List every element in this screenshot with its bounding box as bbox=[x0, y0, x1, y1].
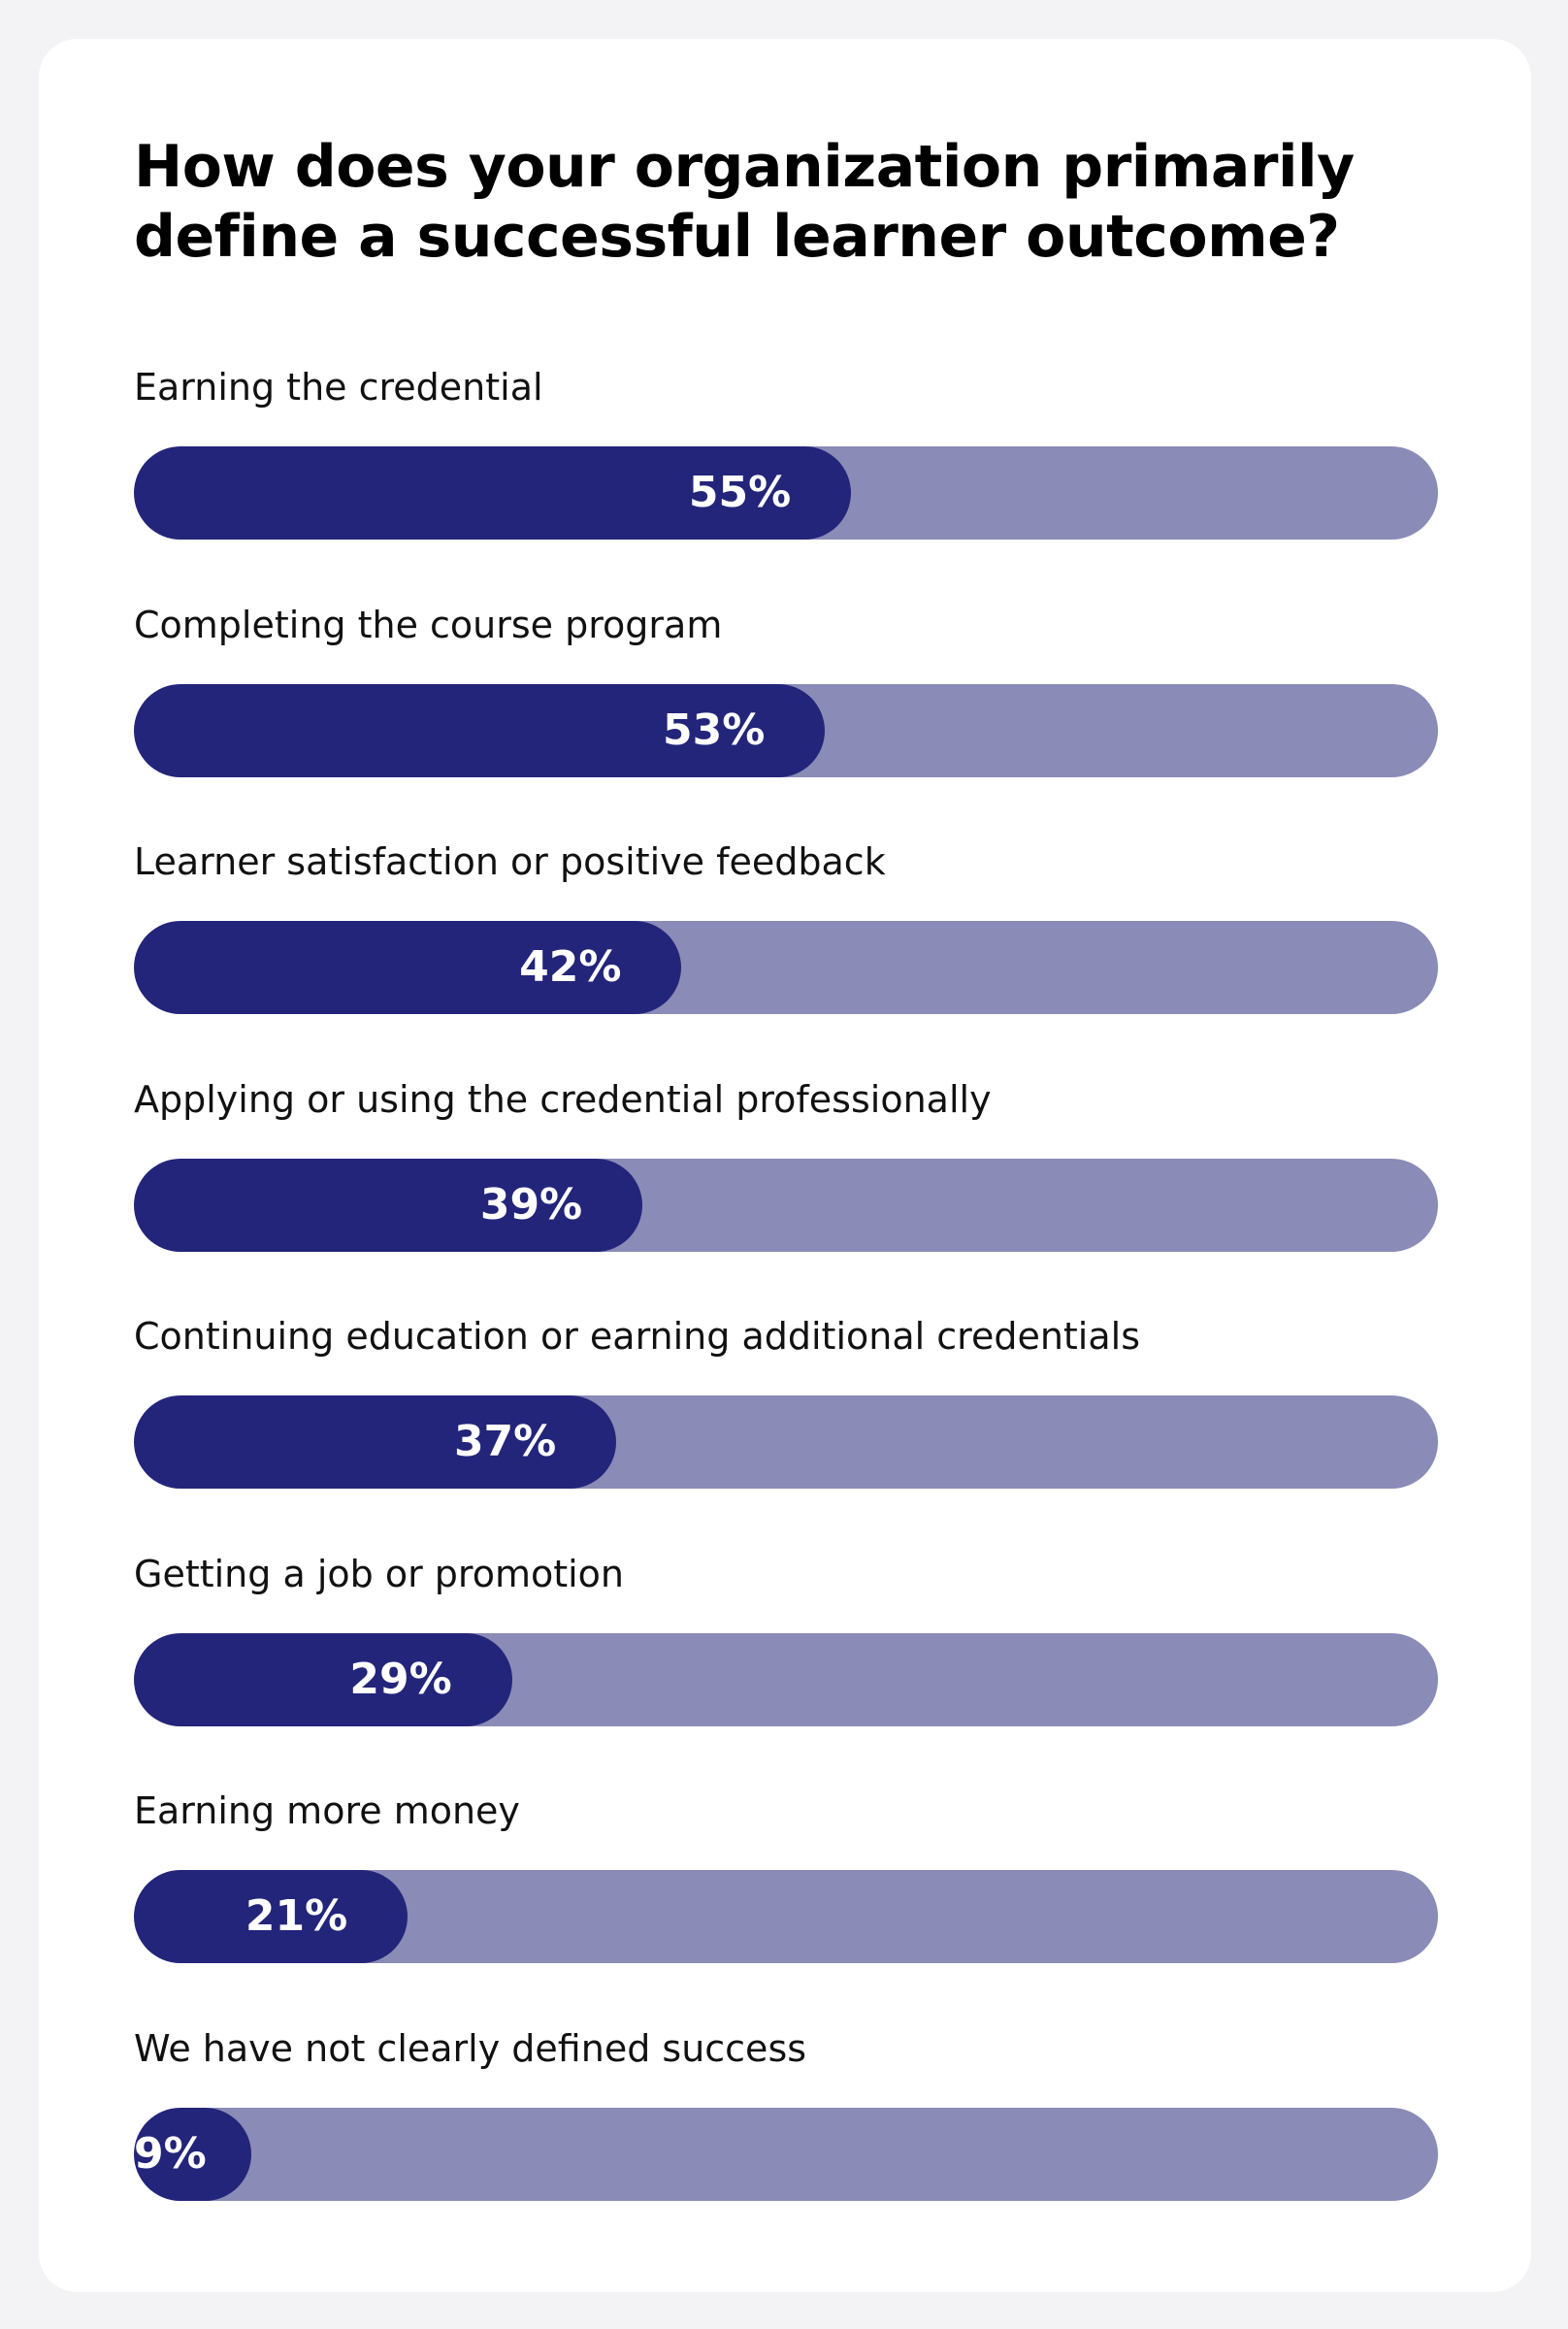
category-label: Getting a job or promotion bbox=[134, 1552, 625, 1595]
bar bbox=[134, 1632, 512, 1726]
bar-track: 37% bbox=[134, 1395, 1438, 1489]
category-label: Earning more money bbox=[134, 1789, 520, 1832]
data-label: 37% bbox=[453, 1417, 557, 1466]
data-label: 42% bbox=[519, 942, 622, 992]
data-label: 53% bbox=[662, 705, 766, 755]
bar-track: 29% bbox=[134, 1632, 1438, 1726]
category-label: Continuing education or earning addition… bbox=[134, 1315, 1141, 1358]
category-label: Applying or using the credential profess… bbox=[134, 1077, 992, 1121]
category-label: Learner satisfaction or positive feedbac… bbox=[134, 840, 886, 883]
data-label: 29% bbox=[349, 1654, 452, 1704]
bar bbox=[134, 1870, 408, 1963]
chart-title: How does your organization primarily def… bbox=[134, 133, 1355, 271]
bar-track: 9% bbox=[134, 2107, 1438, 2201]
data-label: 21% bbox=[245, 1891, 348, 1941]
data-label: 9% bbox=[134, 2128, 207, 2179]
bar bbox=[134, 921, 682, 1014]
bar bbox=[134, 1395, 617, 1489]
category-label: Completing the course program bbox=[134, 603, 723, 646]
data-label: 55% bbox=[688, 468, 792, 517]
bar bbox=[134, 1158, 643, 1252]
data-label: 39% bbox=[479, 1179, 583, 1230]
bar bbox=[134, 446, 852, 540]
category-label: We have not clearly defined success bbox=[134, 2026, 807, 2070]
category-label: Earning the credential bbox=[134, 366, 543, 409]
bar bbox=[134, 683, 826, 777]
bar-track: 55% bbox=[134, 446, 1438, 540]
bar bbox=[134, 2107, 251, 2201]
bar-track: 21% bbox=[134, 1870, 1438, 1963]
bar-track: 39% bbox=[134, 1158, 1438, 1252]
bar-track: 53% bbox=[134, 683, 1438, 777]
bar-track: 42% bbox=[134, 921, 1438, 1014]
